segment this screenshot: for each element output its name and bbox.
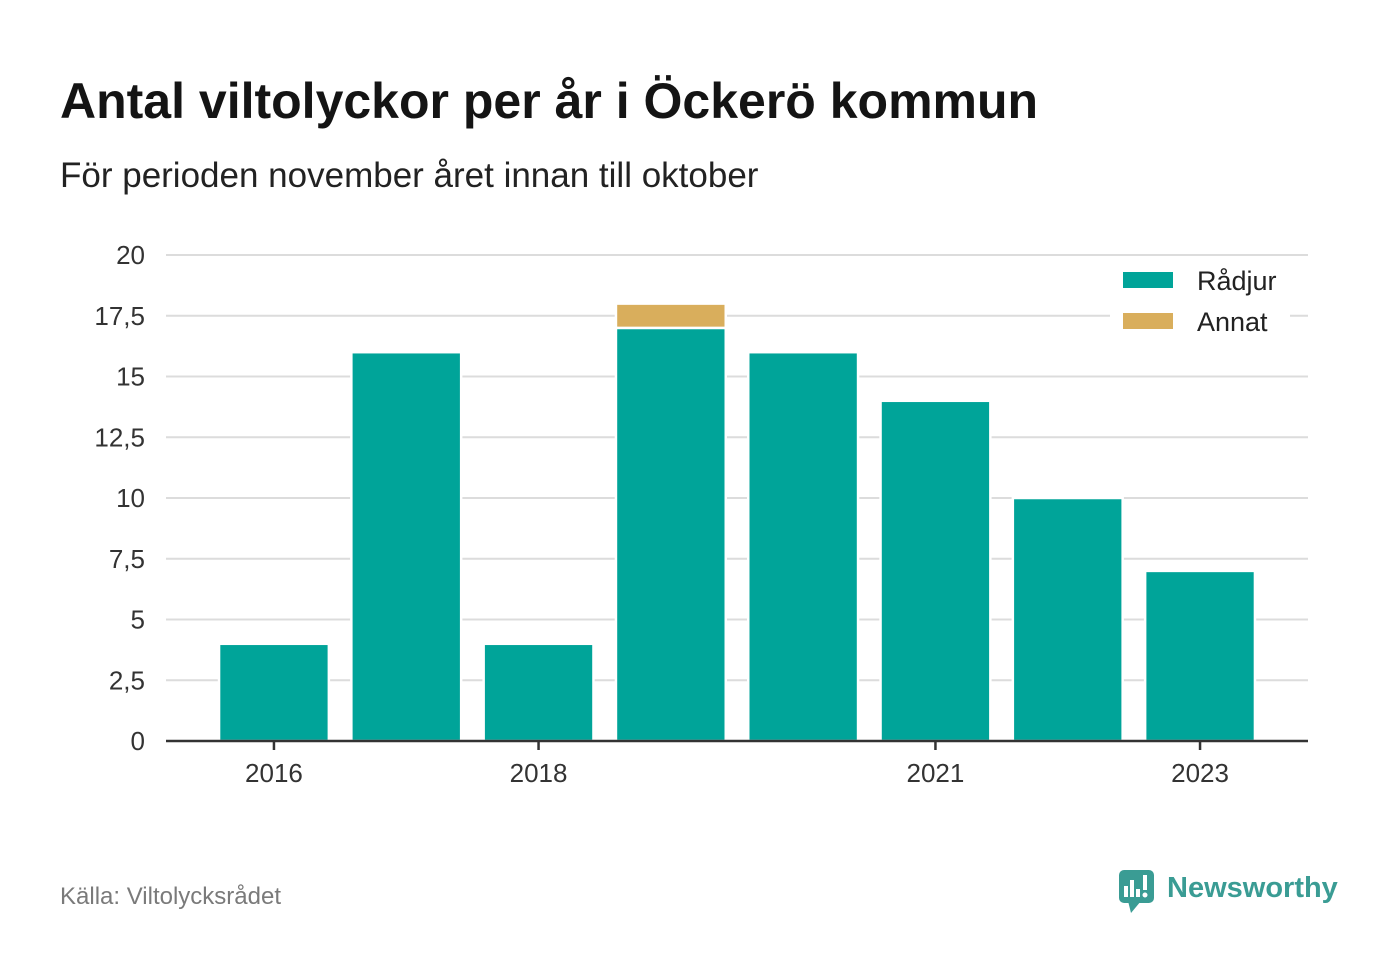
bar-annat-2019 [614,302,728,330]
newsworthy-logo-text: Newsworthy [1167,872,1338,904]
logo-dot [1142,892,1148,898]
y-tick-label: 15 [116,362,145,392]
chart-subtitle: För perioden november året innan till ok… [60,156,759,195]
y-axis: 0 2,5 5 7,5 10 12,5 15 17,5 20 [94,240,145,756]
logo-bar-3 [1136,889,1140,897]
y-tick-label: 0 [131,726,145,756]
bar-radjur-2021 [879,399,992,743]
y-tick-label: 12,5 [94,422,145,452]
legend-item-annat: Annat [1123,307,1268,337]
logo-bubble-tail [1128,901,1141,913]
logo-bar-2 [1130,880,1134,897]
y-tick-label: 5 [131,605,145,635]
bar-radjur-2016 [217,642,331,743]
bar-radjur-2022 [1011,496,1124,743]
x-tick-label: 2021 [907,758,965,788]
x-axis: 2016 2018 2021 2023 [166,739,1308,788]
x-tick-label: 2016 [245,758,303,788]
bars [217,302,1257,743]
source-note: Källa: Viltolycksrådet [60,883,281,910]
bar-radjur-2018 [482,642,595,743]
y-tick-label: 2,5 [109,665,145,695]
chart-bubble-icon [1119,870,1154,913]
y-tick-label: 10 [116,483,145,513]
legend-label-radjur: Rådjur [1197,266,1277,296]
logo-bar-1 [1124,886,1128,897]
y-tick-label: 7,5 [109,544,145,574]
legend: Rådjur Annat [1110,260,1290,343]
y-tick-label: 20 [116,240,145,270]
legend-swatch-annat [1123,313,1173,329]
bar-radjur-2023 [1143,569,1257,743]
bar-radjur-2019 [614,326,728,743]
bar-radjur-2020 [746,350,860,743]
y-tick-label: 17,5 [94,301,145,331]
logo-bar-4 [1143,875,1147,890]
legend-item-radjur: Rådjur [1123,266,1277,296]
x-tick-label: 2023 [1171,758,1229,788]
x-tick-label: 2018 [510,758,568,788]
legend-swatch-radjur [1123,272,1173,288]
chart-title: Antal viltolyckor per år i Öckerö kommun [60,73,1038,129]
bar-radjur-2017 [350,350,463,743]
newsworthy-logo: Newsworthy [1119,870,1338,913]
legend-label-annat: Annat [1197,307,1268,337]
